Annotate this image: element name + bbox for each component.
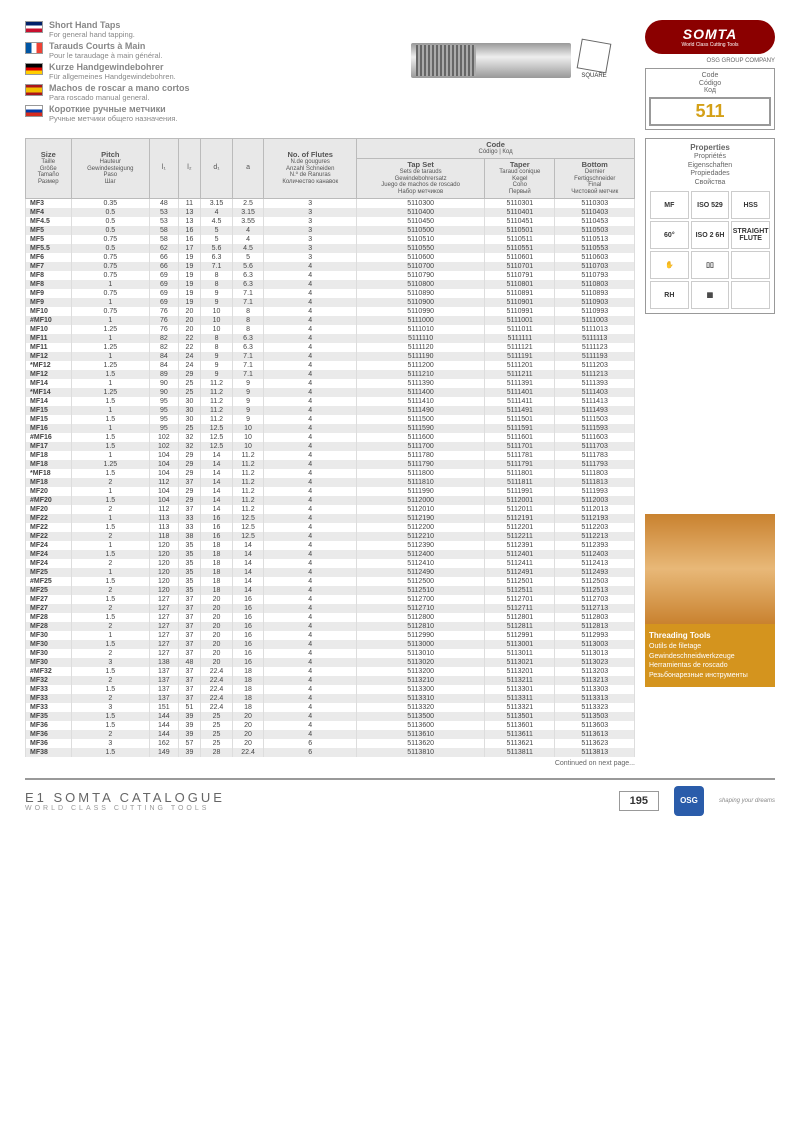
page-footer: E1 SOMTA CATALOGUE WORLD CLASS CUTTING T… bbox=[25, 778, 775, 816]
osg-company: OSG GROUP COMPANY bbox=[645, 58, 775, 64]
language-titles: Short Hand TapsFor general hand tapping.… bbox=[25, 20, 375, 130]
osg-logo: OSG bbox=[674, 786, 704, 816]
tap-diagram: SQUARE bbox=[390, 20, 630, 100]
somta-logo: SOMTA World Class Cutting Tools bbox=[645, 20, 775, 54]
threading-image bbox=[645, 514, 775, 624]
properties-box: PropertiesPropriétésEigenschaftenPropied… bbox=[645, 138, 775, 314]
code-box: CodeCódigoКод 511 bbox=[645, 68, 775, 130]
threading-caption: Threading Tools Outils de filetageGewind… bbox=[645, 624, 775, 687]
page-number: 195 bbox=[619, 791, 659, 811]
specs-table: SizeTailleGrößeTamañoРазмерPitchHauteurG… bbox=[25, 138, 635, 756]
continued-text: Continued on next page... bbox=[25, 757, 635, 770]
